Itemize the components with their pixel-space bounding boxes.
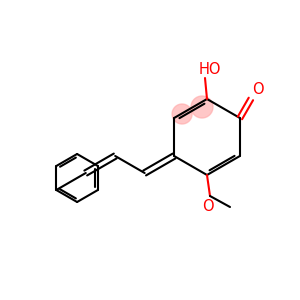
Text: O: O: [252, 82, 263, 97]
Circle shape: [172, 104, 192, 124]
Circle shape: [191, 96, 213, 118]
Text: HO: HO: [199, 62, 221, 77]
Text: O: O: [202, 199, 214, 214]
